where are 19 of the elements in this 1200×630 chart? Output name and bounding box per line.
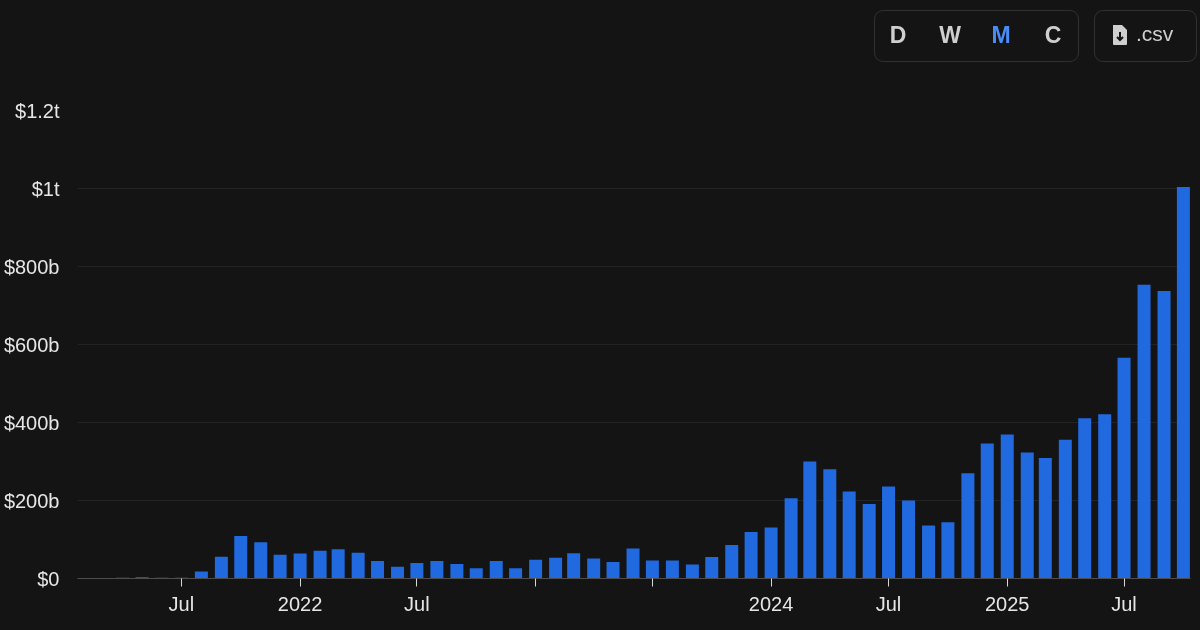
y-tick-label: $0 [37, 567, 60, 590]
y-tick-label: $600b [3, 333, 60, 356]
text: D [888, 21, 908, 49]
y-tick-label: $1.2t [15, 99, 60, 122]
x-tick-label: 2022 [277, 592, 323, 615]
x-tick-label: Jul [168, 592, 195, 615]
text: W [938, 21, 962, 49]
x-tick-label: Jul [404, 592, 430, 615]
text: C [1043, 21, 1063, 49]
x-tick-label: Jul [1111, 592, 1137, 615]
y-tick-label: $1t [31, 177, 60, 200]
text: M [990, 21, 1012, 49]
x-tick-label: 2025 [985, 592, 1030, 615]
text: .csv [1136, 21, 1174, 47]
x-tick-label: 2024 [748, 592, 794, 615]
y-tick-label: $200b [3, 489, 60, 512]
y-tick-label: $400b [3, 411, 60, 434]
y-tick-label: $800b [3, 255, 60, 278]
x-tick-label: Jul [875, 592, 902, 615]
